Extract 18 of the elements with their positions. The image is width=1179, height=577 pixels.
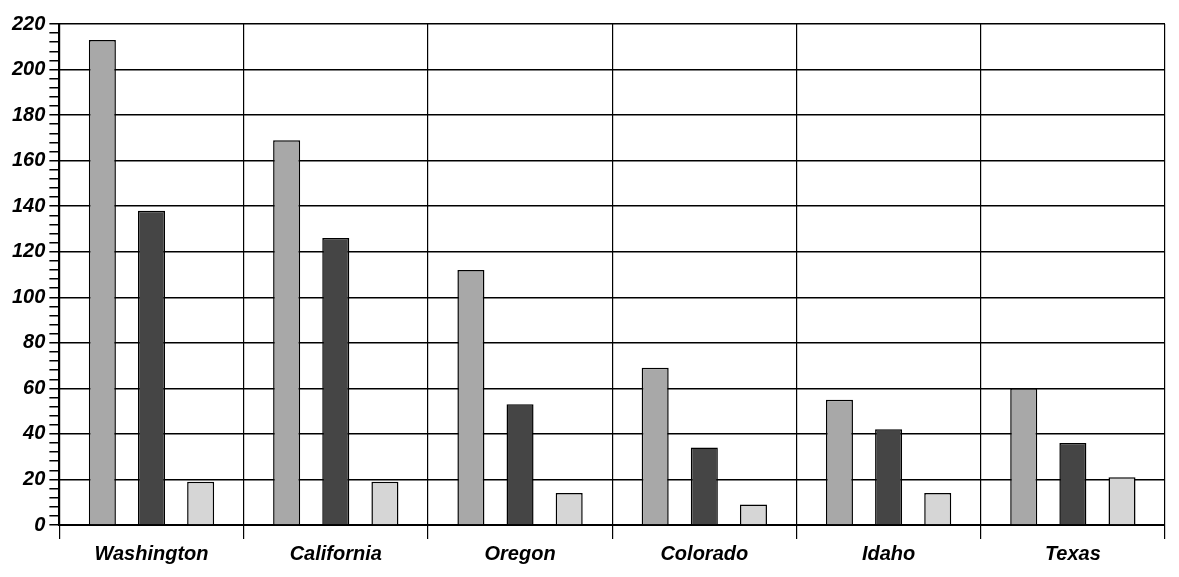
y-tick-label: 140: [11, 193, 46, 216]
x-tick-label: Texas: [1044, 541, 1101, 564]
y-tick-label: 80: [23, 330, 46, 353]
x-tick-label: California: [289, 541, 382, 564]
x-tick-label: Washington: [94, 541, 209, 564]
y-tick-label: 160: [11, 148, 46, 171]
y-tick-label: 120: [11, 239, 46, 262]
y-tick-label: 180: [11, 102, 46, 125]
x-tick-label: Colorado: [660, 541, 749, 564]
x-tick-label: Oregon: [484, 541, 556, 564]
y-tick-label: 200: [10, 57, 46, 80]
x-tick-label: Idaho: [861, 541, 916, 564]
y-tick-label: 220: [10, 11, 46, 34]
y-tick-label: 20: [22, 466, 46, 489]
y-tick-label: 60: [23, 375, 46, 398]
y-tick-label: 0: [34, 512, 46, 535]
y-tick-label: 100: [11, 284, 46, 307]
y-tick-label: 40: [22, 421, 46, 444]
